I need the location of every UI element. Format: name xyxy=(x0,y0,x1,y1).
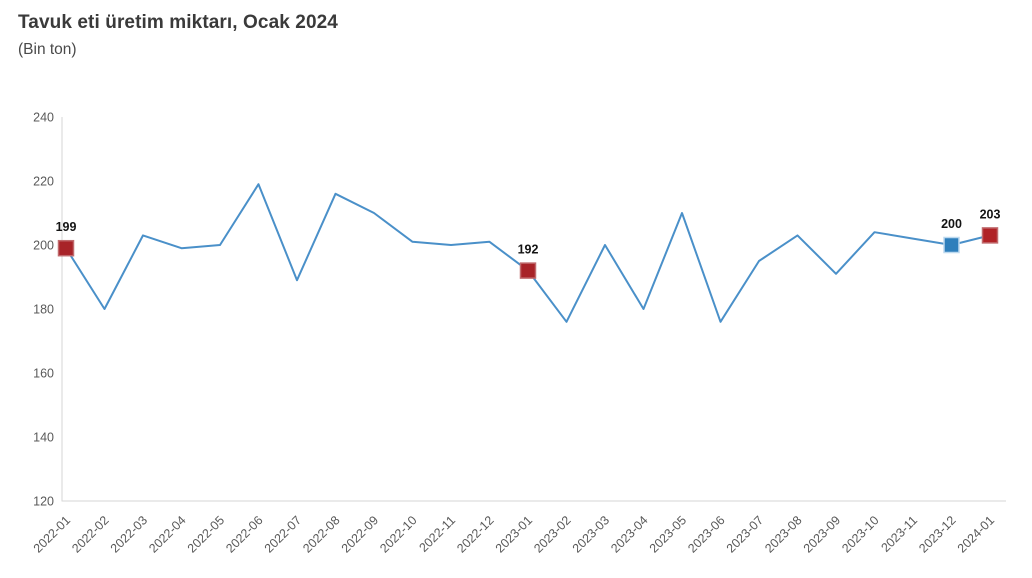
point-value-label: 192 xyxy=(518,243,539,257)
x-tick-label: 2022-09 xyxy=(339,513,381,555)
y-tick-label: 140 xyxy=(33,431,54,445)
x-tick-label: 2023-10 xyxy=(839,513,881,555)
highlight-marker xyxy=(943,236,960,254)
y-tick-label: 160 xyxy=(33,367,54,381)
x-tick-label: 2022-10 xyxy=(377,513,419,555)
x-tick-label: 2023-01 xyxy=(493,513,535,555)
x-tick-label: 2022-03 xyxy=(108,513,150,555)
y-tick-label: 180 xyxy=(33,303,54,317)
x-tick-label: 2023-11 xyxy=(878,513,920,555)
x-tick-label: 2023-05 xyxy=(647,513,689,555)
x-tick-label: 2023-02 xyxy=(531,513,573,555)
point-value-label: 199 xyxy=(56,220,77,234)
x-tick-label: 2022-02 xyxy=(69,513,111,555)
x-tick-label: 2023-12 xyxy=(916,513,958,555)
x-tick-label: 2022-07 xyxy=(262,513,304,555)
x-tick-label: 2022-04 xyxy=(146,513,188,555)
x-tick-label: 2023-06 xyxy=(685,513,727,555)
chart-title: Tavuk eti üretim miktarı, Ocak 2024 xyxy=(18,12,338,33)
x-tick-label: 2022-01 xyxy=(31,513,73,555)
y-tick-label: 200 xyxy=(33,239,54,253)
x-tick-label: 2023-08 xyxy=(762,513,804,555)
chart-header: Tavuk eti üretim miktarı, Ocak 2024 (Bin… xyxy=(18,12,338,59)
x-tick-label: 2023-09 xyxy=(801,513,843,555)
highlight-marker xyxy=(519,262,537,279)
x-tick-label: 2022-08 xyxy=(300,513,342,555)
y-tick-label: 220 xyxy=(33,175,54,189)
point-value-label: 200 xyxy=(941,217,962,231)
point-value-label: 203 xyxy=(980,207,1001,221)
x-tick-label: 2023-03 xyxy=(570,513,612,555)
axis-lines xyxy=(61,117,1006,502)
highlight-marker xyxy=(57,239,75,257)
y-tick-label: 120 xyxy=(33,495,54,509)
highlight-marker xyxy=(981,227,999,244)
chart-subtitle: (Bin ton) xyxy=(18,41,77,58)
x-tick-label: 2023-07 xyxy=(724,513,766,555)
x-tick-label: 2022-11 xyxy=(416,513,458,555)
x-tick-label: 2024-01 xyxy=(955,513,997,555)
x-tick-label: 2023-04 xyxy=(608,513,650,555)
x-tick-label: 2022-06 xyxy=(223,513,265,555)
y-tick-label: 240 xyxy=(33,111,54,125)
x-tick-label: 2022-12 xyxy=(454,513,496,555)
x-tick-label: 2022-05 xyxy=(185,513,227,555)
